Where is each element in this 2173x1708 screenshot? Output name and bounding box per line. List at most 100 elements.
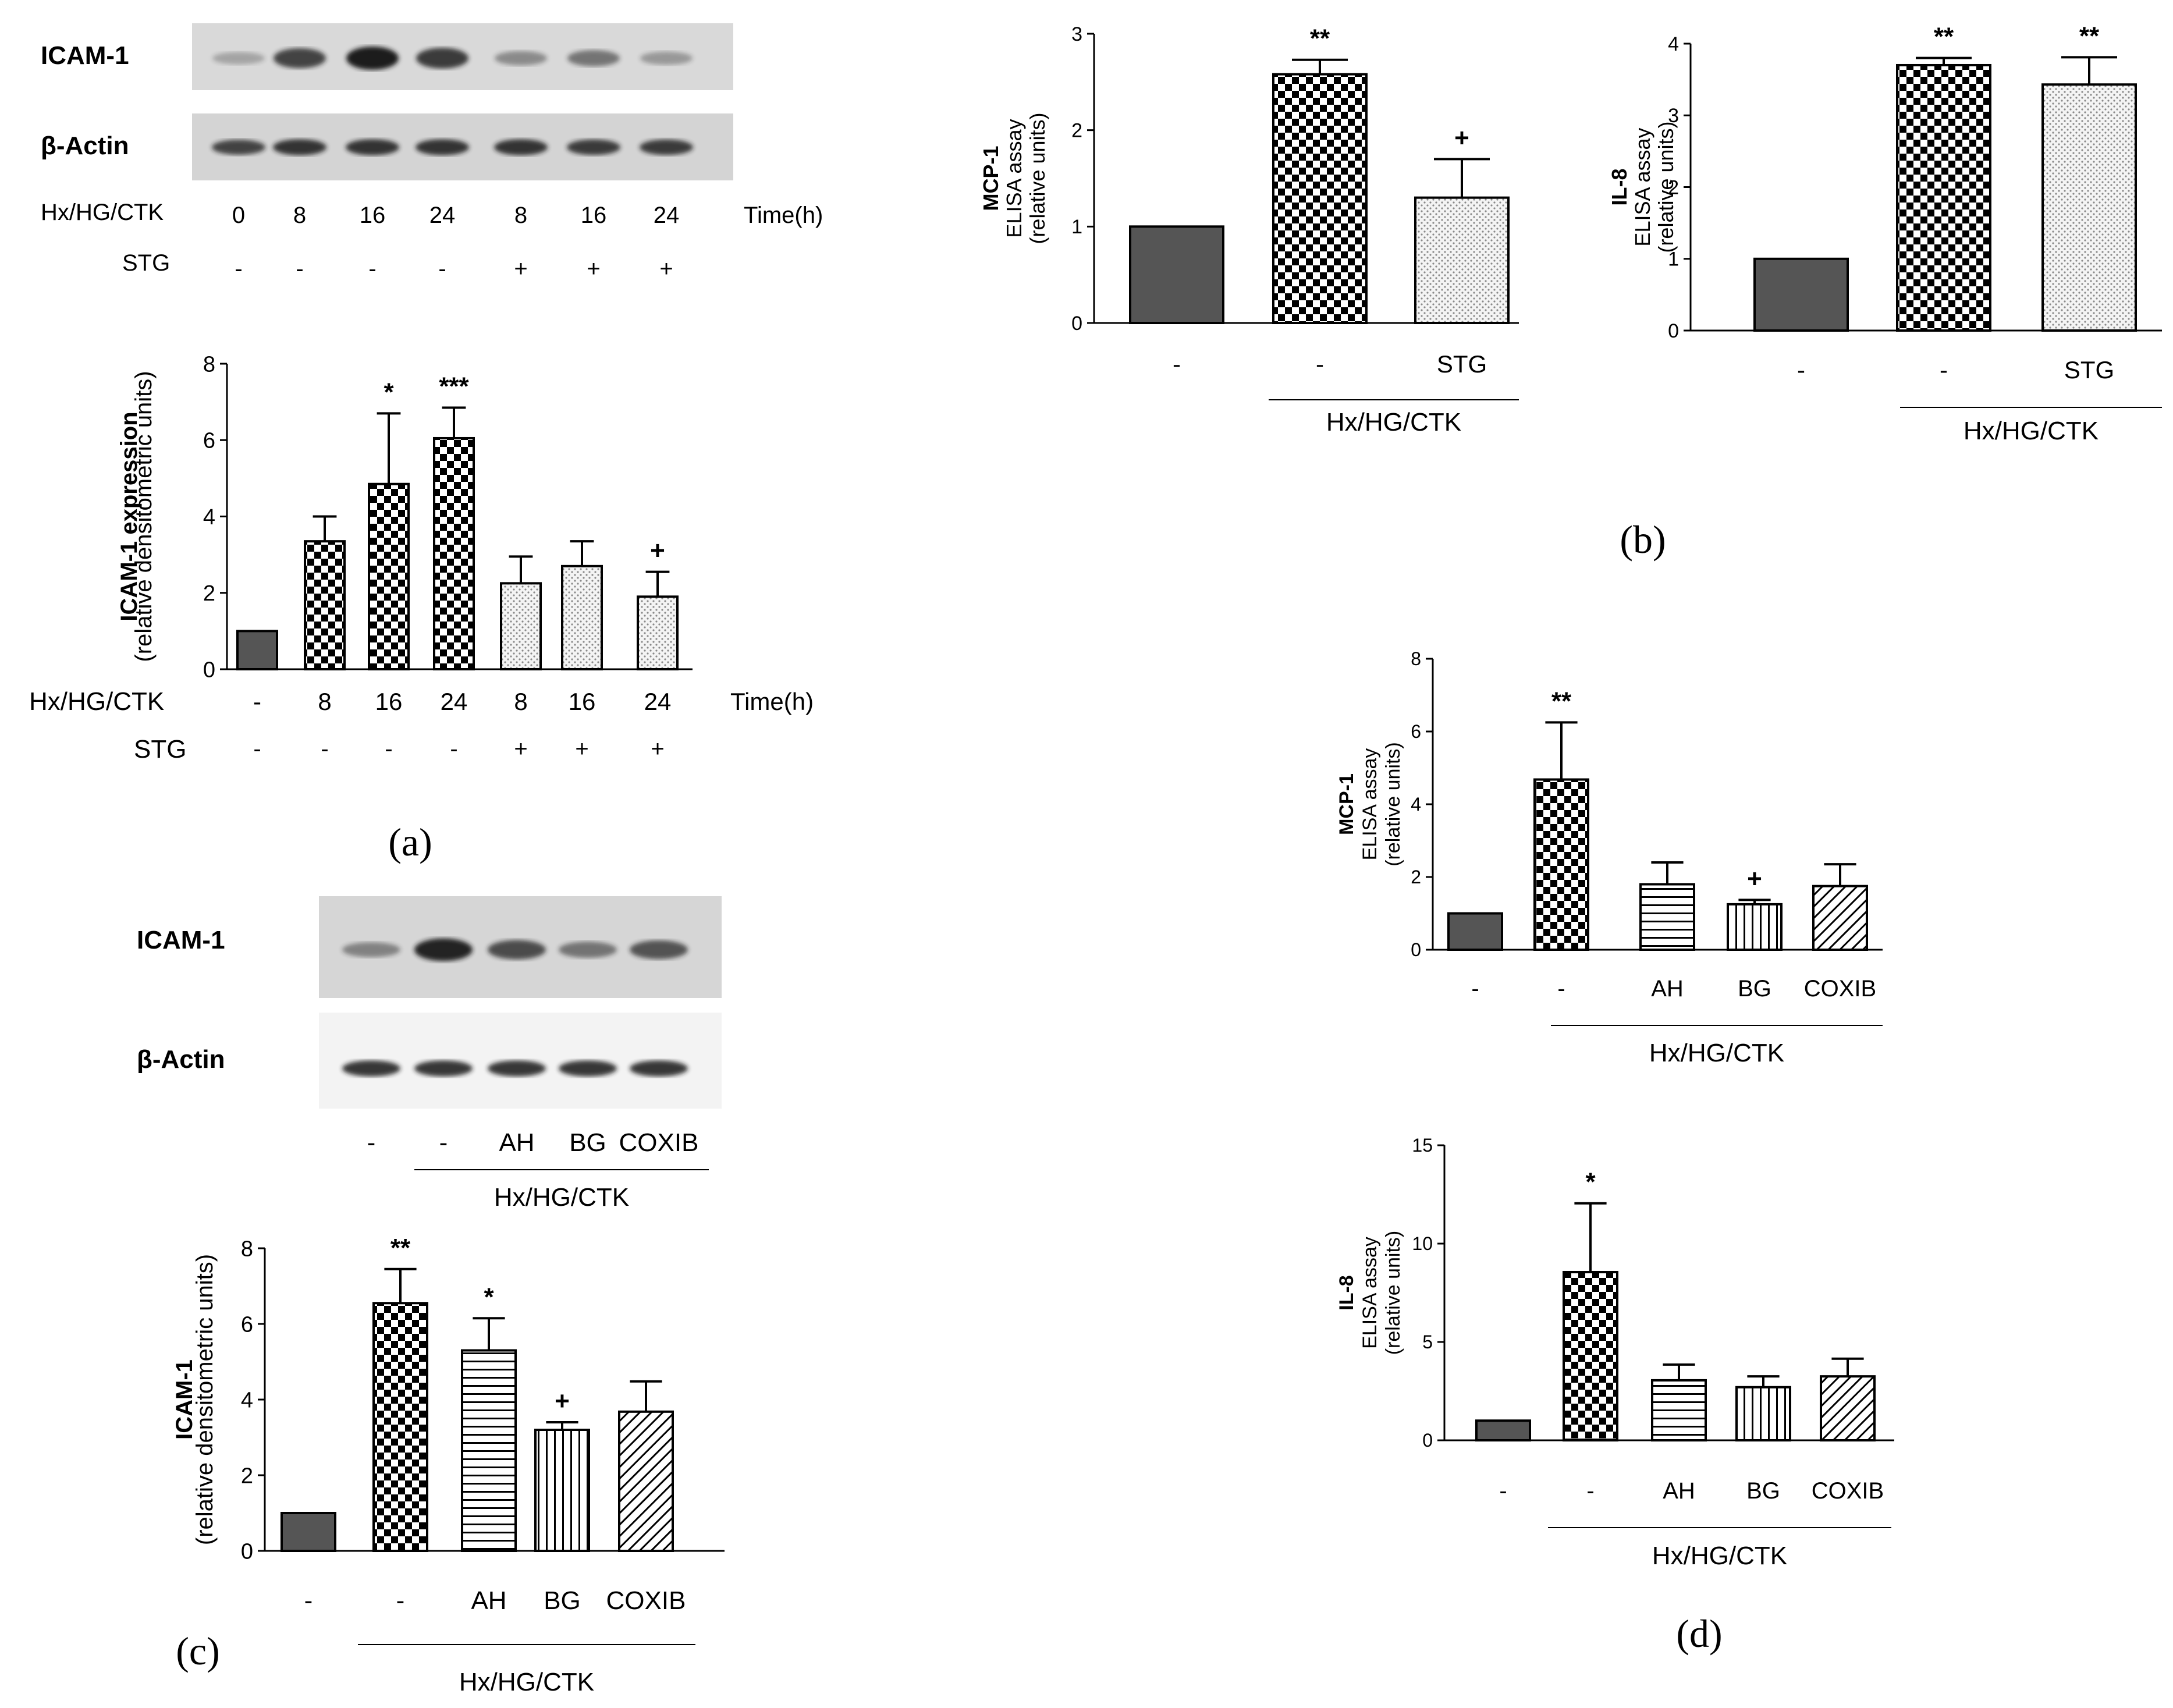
bar <box>1896 63 1991 332</box>
y-tick-label: 2 <box>203 581 215 606</box>
y-axis-label: (relative units) <box>1654 121 1678 253</box>
bar <box>1129 225 1224 325</box>
group-label: Hx/HG/CTK <box>1963 417 2099 445</box>
blot-band <box>274 48 326 69</box>
blot-a-time-value: 8 <box>514 203 527 228</box>
blot-c-icam-label: ICAM-1 <box>137 926 225 954</box>
x-category-label: STG <box>1437 350 1487 378</box>
y-tick-label: 15 <box>1412 1135 1433 1156</box>
bar <box>1651 1379 1707 1441</box>
bar <box>534 1429 590 1552</box>
blot-band <box>414 938 473 961</box>
blot-band <box>212 140 265 155</box>
chart-d-mcp1: 0 2 4 6 8 MCP-1 ELISA assay (relative units) - **… <box>1336 648 1883 1067</box>
y-axis-label: (relative units) <box>1382 742 1404 867</box>
x-category-label: - <box>1499 1478 1507 1504</box>
bar <box>368 482 410 670</box>
significance-mark: * <box>1585 1168 1596 1196</box>
bar <box>1533 778 1589 951</box>
bar <box>1447 912 1503 951</box>
chart-b-il8: 0 1 2 3 4 IL-8 ELISA assay (relative units) - ** -… <box>1607 22 2162 445</box>
y-axis-label: IL-8 <box>1607 168 1631 205</box>
y-axis-label: IL-8 <box>1336 1275 1358 1310</box>
bar <box>304 540 346 670</box>
blot-a-stg-value: + <box>587 256 600 282</box>
x-category-label: - <box>1316 350 1324 378</box>
x-category-label: COXIB <box>606 1586 686 1615</box>
y-tick-label: 0 <box>203 658 215 682</box>
group-label: Hx/HG/CTK <box>1652 1542 1787 1570</box>
y-axis-label: ICAM-1 expression <box>116 411 142 621</box>
blot-a-time-value: 16 <box>581 203 607 228</box>
x-category-label: 8 <box>318 688 331 715</box>
bar <box>1812 885 1868 951</box>
y-tick-label: 8 <box>241 1237 253 1261</box>
blot-a-time-value: 8 <box>293 203 306 228</box>
y-axis-label: ELISA assay <box>1002 119 1026 237</box>
blot-band <box>346 139 399 155</box>
x-category-label: - <box>1586 1478 1594 1504</box>
blot-a: ICAM-1 β-Actin Hx/HG/CTK STG Time(h) 0 8 1… <box>41 23 823 282</box>
y-tick-label: 6 <box>203 429 215 453</box>
group-label: Hx/HG/CTK <box>1326 408 1461 436</box>
blot-a-time-value: 24 <box>654 203 680 228</box>
bar <box>1727 903 1783 951</box>
significance-mark: *** <box>439 372 469 400</box>
y-tick-label: 3 <box>1071 23 1082 45</box>
y-tick-label: 2 <box>1411 867 1421 887</box>
y-tick-label: 4 <box>241 1388 253 1412</box>
x-category-label: STG <box>2064 356 2114 383</box>
x-category-label: BG <box>1746 1478 1780 1504</box>
y-axis-label: (relative densitometric units) <box>131 371 157 662</box>
bar <box>1735 1386 1791 1441</box>
blot-band <box>494 139 548 155</box>
stg-value: - <box>321 736 328 762</box>
x-category-label: BG <box>1738 976 1771 1002</box>
blot-band <box>559 1060 617 1077</box>
blot-a-time-value: 24 <box>429 203 456 228</box>
x-category-label: 16 <box>569 688 596 715</box>
y-tick-label: 5 <box>1422 1331 1433 1352</box>
significance-mark: * <box>384 378 394 406</box>
blot-band <box>567 50 620 66</box>
x-category-label: AH <box>471 1586 506 1615</box>
y-tick-label: 8 <box>203 352 215 377</box>
x-category-label: - <box>1557 976 1565 1002</box>
y-tick-label: 0 <box>1071 313 1082 335</box>
y-tick-label: 0 <box>1422 1430 1433 1451</box>
blot-a-stg-value: - <box>438 256 446 282</box>
x-category-label: BG <box>544 1586 581 1615</box>
blot-band <box>488 1060 546 1077</box>
x-category-label: - <box>1797 356 1805 383</box>
significance-mark: ** <box>1551 687 1572 715</box>
blot-a-actin-bands <box>212 139 693 155</box>
bar <box>236 630 278 670</box>
y-tick-label: 3 <box>1668 105 1679 127</box>
y-tick-label: 6 <box>1411 721 1421 742</box>
bar <box>618 1410 674 1553</box>
significance-mark: ** <box>390 1234 411 1262</box>
blot-band <box>488 940 546 960</box>
blot-a-stg-label: STG <box>122 250 170 276</box>
stg-value: + <box>575 736 588 762</box>
blot-a-time-value: 0 <box>232 203 245 228</box>
blot-a-stg-value: + <box>659 256 673 282</box>
panel-label-a: (a) <box>388 820 432 864</box>
x-category-label: 8 <box>514 688 527 715</box>
group-label: Hx/HG/CTK <box>459 1668 594 1696</box>
blot-band <box>273 139 326 155</box>
y-axis-label: MCP-1 <box>1336 773 1358 835</box>
blot-c-lane-label: AH <box>499 1128 534 1157</box>
x-category-label: COXIB <box>1812 1478 1884 1504</box>
blot-band <box>416 139 469 155</box>
significance-mark: + <box>1747 864 1762 893</box>
bar <box>1753 257 1849 332</box>
bar <box>561 564 603 670</box>
y-tick-label: 6 <box>241 1312 253 1337</box>
panel-label-c: (c) <box>176 1629 219 1673</box>
blot-a-treatment-label: Hx/HG/CTK <box>41 200 164 225</box>
y-tick-label: 2 <box>241 1464 253 1488</box>
group-label: Hx/HG/CTK <box>1649 1039 1784 1067</box>
y-tick-label: 1 <box>1668 248 1679 271</box>
blot-a-time-label: Time(h) <box>744 203 823 228</box>
